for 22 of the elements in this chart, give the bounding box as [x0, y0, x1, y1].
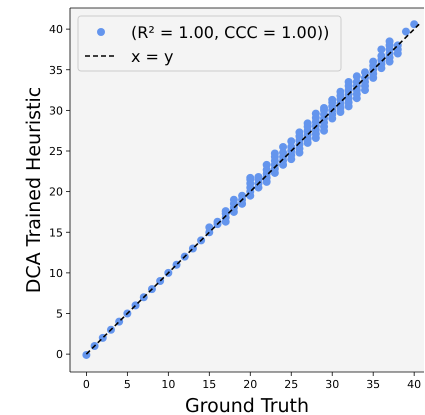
y-tick-label: 25	[49, 145, 63, 158]
legend-label: (R² = 1.00, CCC = 1.00))	[131, 23, 330, 42]
x-tick-label: 0	[82, 378, 90, 391]
x-tick-label: 5	[124, 378, 131, 391]
x-tick-label: 40	[407, 378, 422, 391]
x-tick-label: 30	[325, 378, 340, 391]
x-tick-label: 35	[366, 378, 380, 391]
x-tick-label: 20	[243, 378, 258, 391]
y-tick-label: 15	[49, 226, 63, 240]
y-tick-label: 5	[56, 308, 63, 320]
y-tick-label: 40	[49, 23, 63, 36]
x-tick-label: 15	[202, 378, 216, 391]
x-tick-label: 25	[284, 378, 298, 391]
y-tick-label: 30	[49, 104, 63, 118]
y-tick-label: 10	[49, 266, 63, 280]
y-tick-label: 20	[49, 186, 63, 199]
y-tick-label: 35	[49, 64, 63, 77]
y-tick-label: 0	[56, 348, 63, 362]
x-tick-label: 10	[161, 378, 176, 391]
legend-label: x = y	[131, 47, 174, 66]
x-axis-title: Ground Truth	[184, 395, 310, 415]
y-axis-title: DCA Trained Heuristic	[23, 86, 45, 294]
